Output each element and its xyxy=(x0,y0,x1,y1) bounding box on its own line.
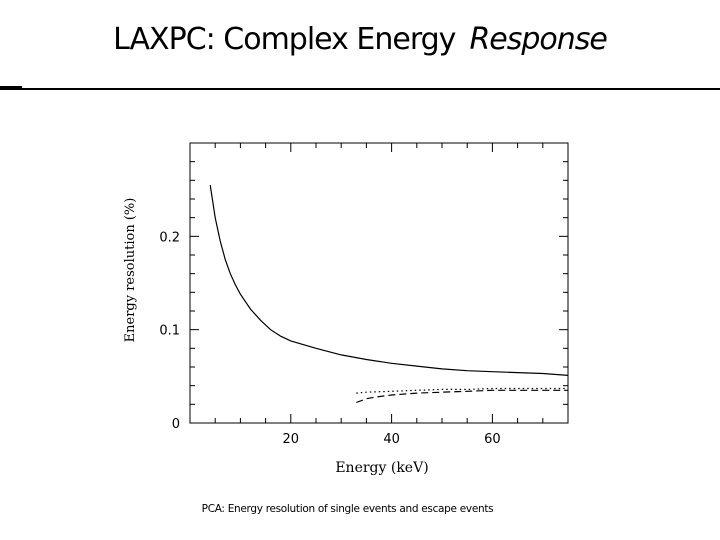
y-tick-label: 0.2 xyxy=(159,230,180,245)
y-tick-label: 0 xyxy=(172,417,180,432)
x-tick-label: 60 xyxy=(484,432,501,447)
series-line-solid xyxy=(209,184,569,376)
title-divider-accent xyxy=(0,86,22,90)
figure-caption: PCA: Energy resolution of single events … xyxy=(201,503,494,515)
slide-title-italic: Response xyxy=(469,22,607,57)
y-axis-label: Energy resolution (%) xyxy=(123,198,138,343)
x-tick-label: 40 xyxy=(383,432,400,447)
series-line-dotted xyxy=(356,387,568,394)
title-divider xyxy=(0,88,720,90)
axis-ticks xyxy=(190,143,568,423)
slide-title: LAXPC: Complex Energy Response xyxy=(0,22,720,57)
x-axis-label: Energy (keV) xyxy=(335,460,428,476)
y-tick-label: 0.1 xyxy=(159,324,180,339)
tick-labels: 20 40 60 0 0.1 0.2 xyxy=(159,230,500,447)
x-tick-label: 20 xyxy=(283,432,300,447)
series-line-dashed xyxy=(356,389,568,404)
energy-resolution-chart: 20 40 60 0 0.1 0.2 Energy (keV) Energy resolu… xyxy=(123,142,569,476)
plot-frame xyxy=(189,142,569,424)
series-group xyxy=(209,184,569,404)
slide-title-main: LAXPC: Complex Energy xyxy=(113,22,456,57)
